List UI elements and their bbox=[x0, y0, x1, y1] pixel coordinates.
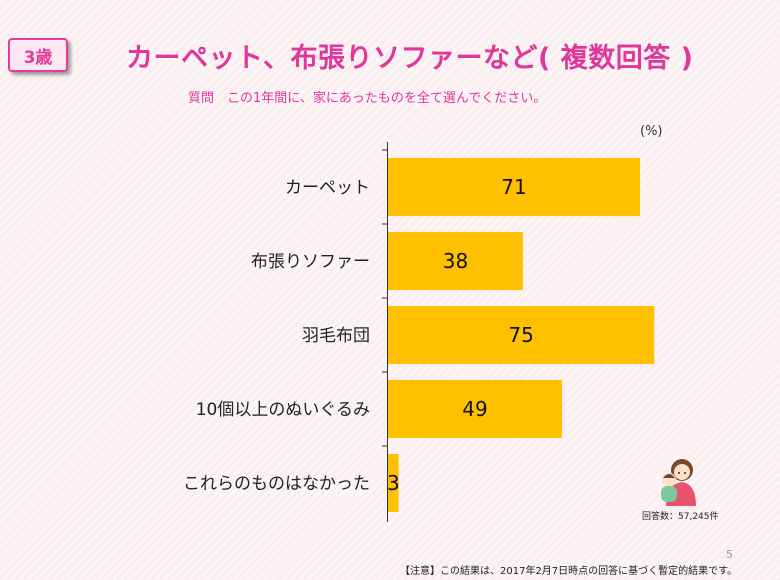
data-label: 75 bbox=[508, 323, 533, 347]
category-label: カーペット bbox=[285, 178, 370, 198]
bar-2 bbox=[388, 306, 655, 364]
category-label: 布張りソファー bbox=[251, 252, 370, 272]
category-label: 羽毛布団 bbox=[302, 326, 370, 346]
page-number: 5 bbox=[726, 548, 733, 561]
data-label: 38 bbox=[443, 249, 468, 273]
category-label: これらのものはなかった bbox=[183, 474, 370, 494]
question-text: 質問 この1年間に、家にあったものを全て選んでください。 bbox=[188, 91, 547, 106]
mother-holding-baby-icon bbox=[661, 459, 696, 506]
bar-3 bbox=[388, 380, 562, 438]
unit-label: (%) bbox=[640, 124, 663, 139]
bar-0 bbox=[388, 158, 641, 216]
data-label: 49 bbox=[462, 397, 487, 421]
footnote: 【注意】この結果は、2017年2月7日時点の回答に基づく暫定的結果です。 bbox=[400, 566, 738, 577]
respondent-count: 回答数：57,245件 bbox=[642, 512, 719, 522]
category-label: 10個以上のぬいぐるみ bbox=[196, 400, 370, 420]
data-label: 71 bbox=[501, 175, 526, 199]
age-badge: 3歳 bbox=[8, 38, 68, 72]
data-label: 3 bbox=[387, 471, 400, 495]
page-title: カーペット、布張りソファーなど( 複数回答 ) bbox=[126, 43, 694, 74]
bar-1 bbox=[388, 232, 523, 290]
bar-4 bbox=[388, 454, 399, 512]
